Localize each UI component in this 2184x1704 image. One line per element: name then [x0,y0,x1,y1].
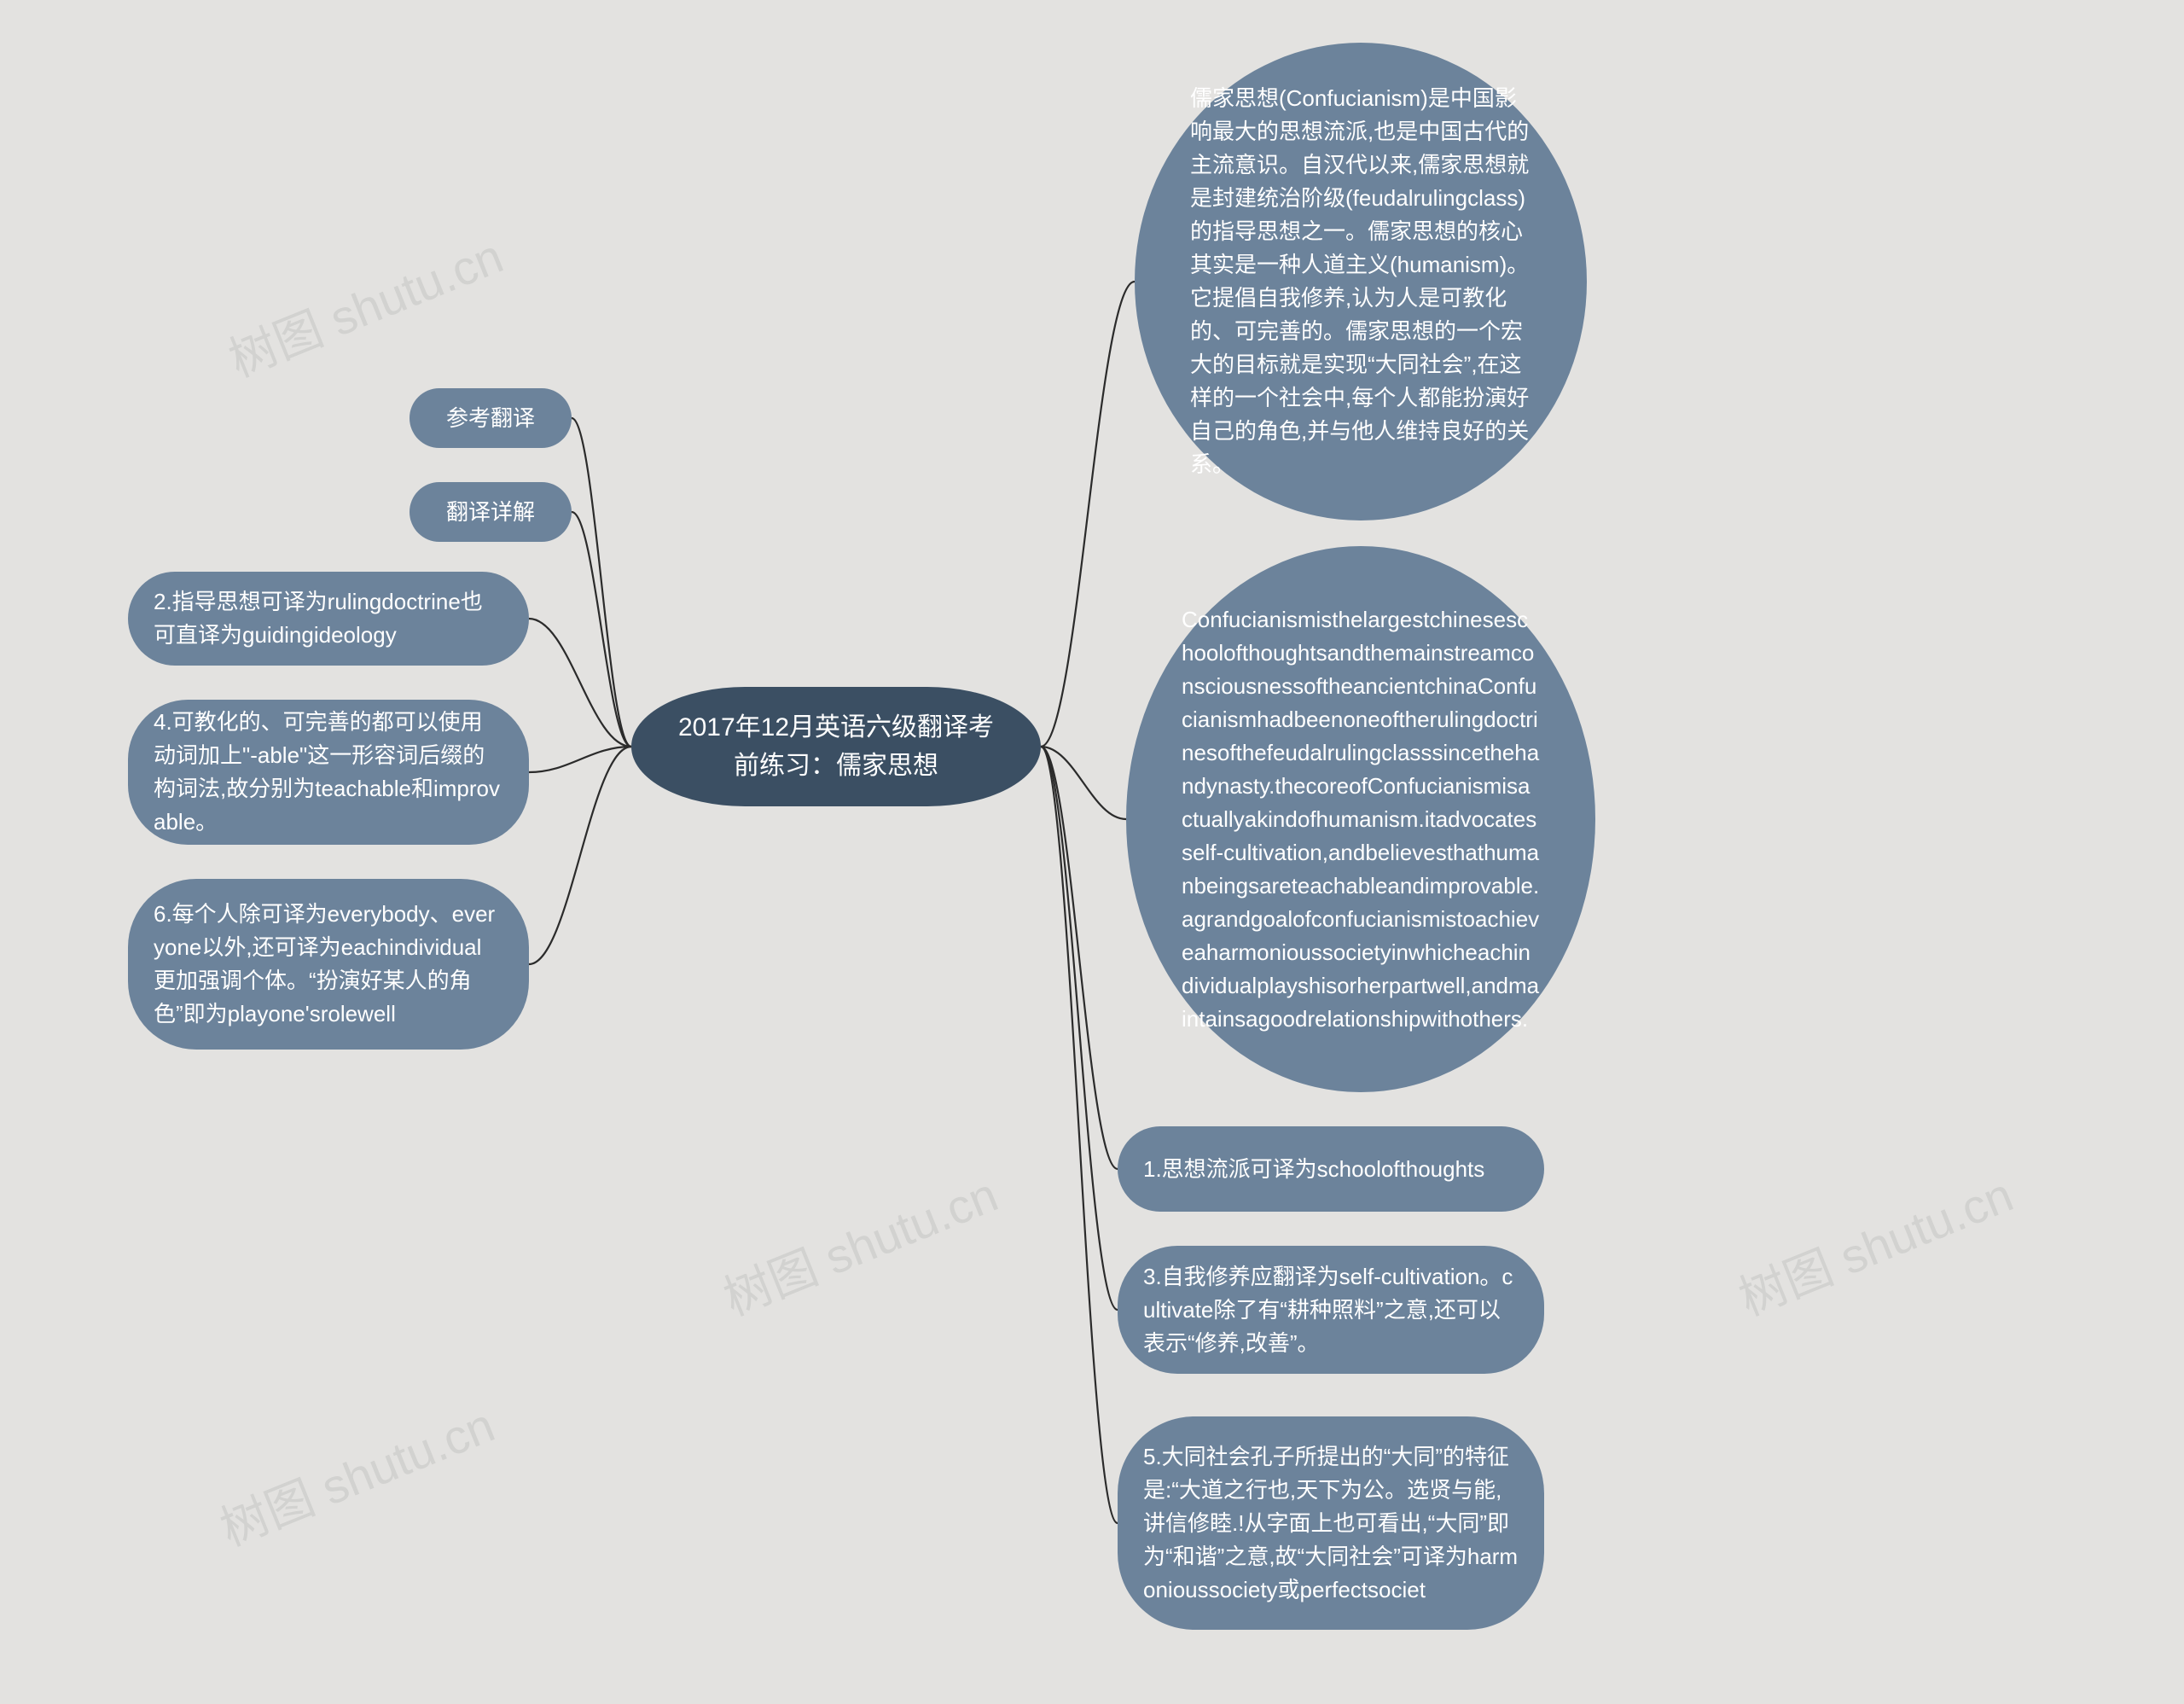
node-r5[interactable]: 5.大同社会孔子所提出的“大同”的特征是:“大道之行也,天下为公。选贤与能,讲信… [1118,1416,1544,1630]
watermark: 树图 shutu.cn [1728,1157,2022,1329]
node-l4[interactable]: 4.可教化的、可完善的都可以使用动词加上"-able"这一形容词后缀的构词法,故… [128,700,529,845]
node-l6-text: 6.每个人除可译为everybody、everyone以外,还可译为eachin… [154,898,503,1031]
node-trans-detail[interactable]: 翻译详解 [410,482,572,542]
node-big2-text: Confucianismisthelargestchineseschooloft… [1182,603,1540,1036]
edge-layer [0,0,2184,1704]
node-big1-text: 儒家思想(Confucianism)是中国影响最大的思想流派,也是中国古代的主流… [1190,82,1531,481]
node-l2-text: 2.指导思想可译为rulingdoctrine也可直译为guidingideol… [154,585,503,652]
watermark: 树图 shutu.cn [218,218,512,391]
node-big2[interactable]: Confucianismisthelargestchineseschooloft… [1126,546,1595,1092]
node-ref-trans-text: 参考翻译 [446,402,535,435]
node-trans-detail-text: 翻译详解 [446,496,535,529]
node-l6[interactable]: 6.每个人除可译为everybody、everyone以外,还可译为eachin… [128,879,529,1050]
center-node[interactable]: 2017年12月英语六级翻译考前练习：儒家思想 [631,687,1041,806]
node-l2[interactable]: 2.指导思想可译为rulingdoctrine也可直译为guidingideol… [128,572,529,666]
watermark: 树图 shutu.cn [209,1387,503,1560]
node-big1[interactable]: 儒家思想(Confucianism)是中国影响最大的思想流派,也是中国古代的主流… [1135,43,1587,521]
node-ref-trans[interactable]: 参考翻译 [410,388,572,448]
center-node-text: 2017年12月英语六级翻译考前练习：儒家思想 [665,708,1007,785]
node-l4-text: 4.可教化的、可完善的都可以使用动词加上"-able"这一形容词后缀的构词法,故… [154,706,503,839]
node-r1[interactable]: 1.思想流派可译为schoolofthoughts [1118,1126,1544,1212]
watermark: 树图 shutu.cn [712,1157,1007,1329]
mindmap-canvas: 树图 shutu.cn 树图 shutu.cn 树图 shutu.cn 树图 s… [0,0,2184,1704]
node-r3-text: 3.自我修养应翻译为self-cultivation。cultivate除了有“… [1143,1260,1519,1360]
node-r1-text: 1.思想流派可译为schoolofthoughts [1143,1153,1484,1186]
node-r3[interactable]: 3.自我修养应翻译为self-cultivation。cultivate除了有“… [1118,1246,1544,1374]
node-r5-text: 5.大同社会孔子所提出的“大同”的特征是:“大道之行也,天下为公。选贤与能,讲信… [1143,1440,1519,1607]
